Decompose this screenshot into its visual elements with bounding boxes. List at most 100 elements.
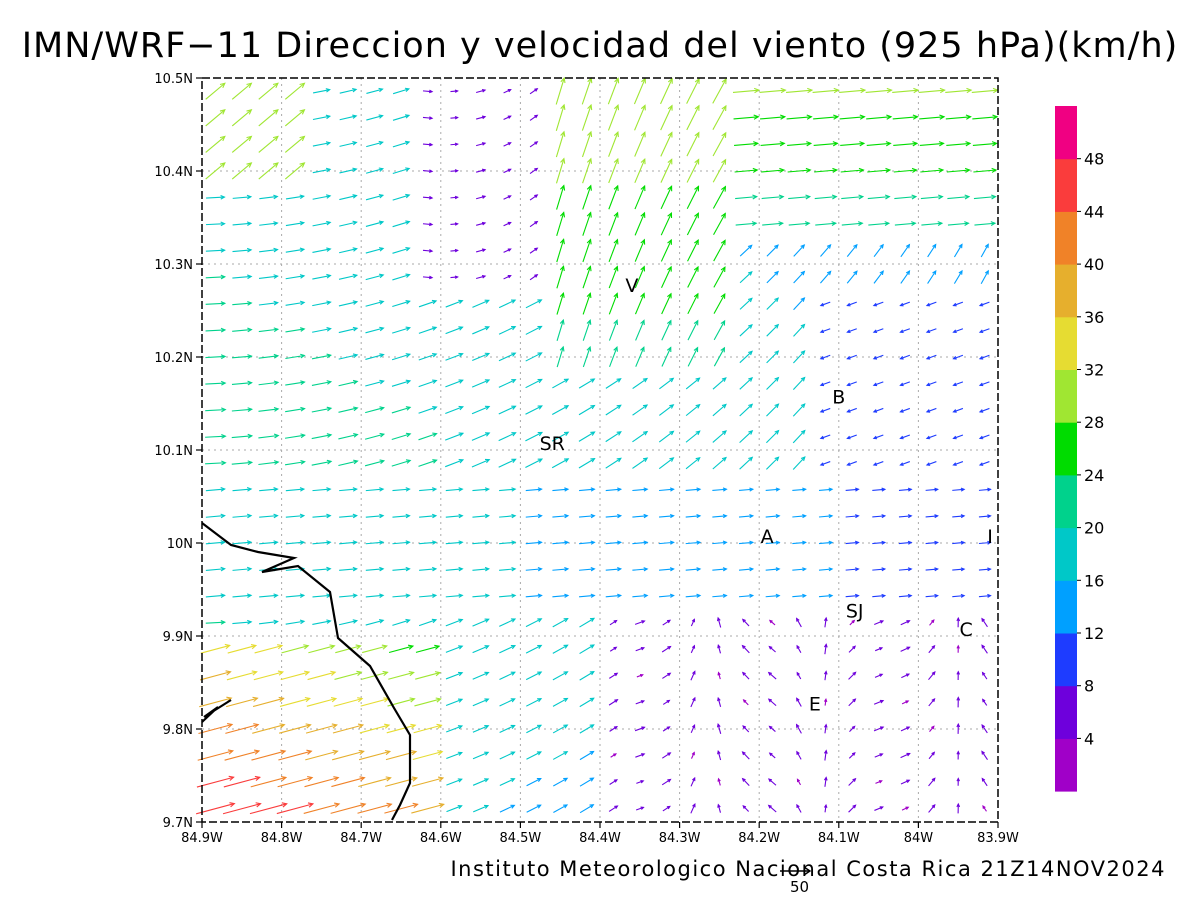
station-label: SJ <box>846 600 864 622</box>
colorbar-label: 40 <box>1084 255 1104 274</box>
wind-vector <box>338 300 359 307</box>
wind-vector <box>978 487 992 492</box>
wind-vector <box>450 275 459 279</box>
wind-vector <box>312 220 332 227</box>
wind-vector <box>259 221 279 226</box>
wind-vector <box>634 292 645 315</box>
wind-vector <box>873 270 884 284</box>
wind-vector <box>713 319 726 341</box>
wind-vector <box>893 167 918 173</box>
wind-vector <box>846 354 857 360</box>
wind-vector <box>285 406 306 413</box>
station-label: V <box>625 275 638 297</box>
wind-vector <box>476 115 487 120</box>
wind-vector <box>739 350 753 364</box>
wind-vector <box>662 805 671 812</box>
wind-vector <box>660 104 673 131</box>
wind-vector <box>927 243 937 258</box>
wind-vector <box>205 433 227 439</box>
wind-vector <box>445 698 464 706</box>
wind-vector <box>529 247 539 254</box>
wind-vector <box>765 567 781 572</box>
wind-vector <box>258 327 280 333</box>
wind-vector <box>741 751 750 760</box>
wind-vector <box>222 802 262 815</box>
wind-vector <box>925 407 937 413</box>
wind-vector <box>661 346 672 367</box>
wind-vector <box>845 514 860 519</box>
wind-vector <box>610 753 617 758</box>
wind-vector <box>308 644 336 654</box>
wind-vector <box>952 328 964 334</box>
wind-vector <box>635 753 646 758</box>
wind-vector <box>632 593 649 598</box>
wind-vector <box>552 724 569 734</box>
wind-vector <box>553 777 569 787</box>
wind-vector <box>793 244 806 257</box>
wind-vector <box>498 432 517 442</box>
wind-vector <box>632 377 648 390</box>
wind-vector <box>392 273 411 281</box>
wind-vector <box>760 141 786 147</box>
wind-vector <box>892 114 919 120</box>
lon-tick-label: 84.3W <box>659 831 701 846</box>
wind-vector <box>685 567 702 572</box>
wind-vector <box>735 221 758 227</box>
wind-vector <box>823 643 828 655</box>
wind-vector <box>814 167 839 173</box>
wind-vector <box>609 619 618 626</box>
wind-vector <box>418 326 438 334</box>
wind-vector <box>525 352 543 362</box>
wind-vector <box>742 699 749 706</box>
wind-vector <box>607 77 620 105</box>
wind-vector <box>634 131 646 157</box>
wind-vector <box>312 88 331 94</box>
wind-vector <box>311 353 333 360</box>
wind-vector <box>845 540 860 545</box>
wind-vector <box>867 167 892 173</box>
lon-tick-label: 84.9W <box>181 831 223 846</box>
wind-vector <box>366 114 384 121</box>
wind-vector <box>445 540 464 545</box>
wind-vector <box>258 82 279 100</box>
wind-vector <box>953 243 963 258</box>
wind-vector <box>605 404 622 416</box>
wind-vector <box>555 157 566 184</box>
lat-tick-label: 9.7N <box>163 816 193 831</box>
wind-vector <box>529 141 539 148</box>
wind-vector <box>956 750 961 760</box>
wind-vector <box>792 403 806 417</box>
wind-vector <box>818 567 834 572</box>
wind-vector <box>894 221 917 227</box>
wind-vector <box>956 802 961 814</box>
wind-vector <box>582 157 593 184</box>
wind-vector <box>476 248 487 253</box>
lat-tick-label: 9.8N <box>163 723 193 738</box>
wind-vector <box>607 104 620 131</box>
wind-vector <box>766 297 780 310</box>
wind-vector <box>339 141 358 147</box>
station-label: B <box>832 387 845 409</box>
wind-vector <box>899 328 911 334</box>
wind-vector <box>660 211 673 236</box>
wind-vector <box>972 114 999 120</box>
wind-vector <box>981 777 988 787</box>
wind-vector <box>205 301 227 306</box>
wind-vector <box>839 114 866 120</box>
wind-vector <box>687 319 699 341</box>
wind-vector <box>413 723 443 734</box>
wind-vector <box>712 377 727 390</box>
wind-vector <box>446 778 463 786</box>
wind-vector <box>819 434 831 440</box>
wind-vector <box>786 87 814 94</box>
lon-tick-label: 84.2W <box>738 831 780 846</box>
wind-vector <box>848 645 857 653</box>
wind-vector <box>717 644 722 654</box>
longitude-ticks: 84.9W 84.8W 84.7W 84.6W 84.5W 84.4W 84.3W 84.2W… <box>181 822 1019 846</box>
wind-vector <box>846 381 857 387</box>
wind-vector <box>978 354 990 360</box>
wind-vector <box>660 158 673 183</box>
wind-vector <box>278 749 313 761</box>
wind-vector <box>814 194 838 200</box>
wind-vector <box>365 406 385 414</box>
